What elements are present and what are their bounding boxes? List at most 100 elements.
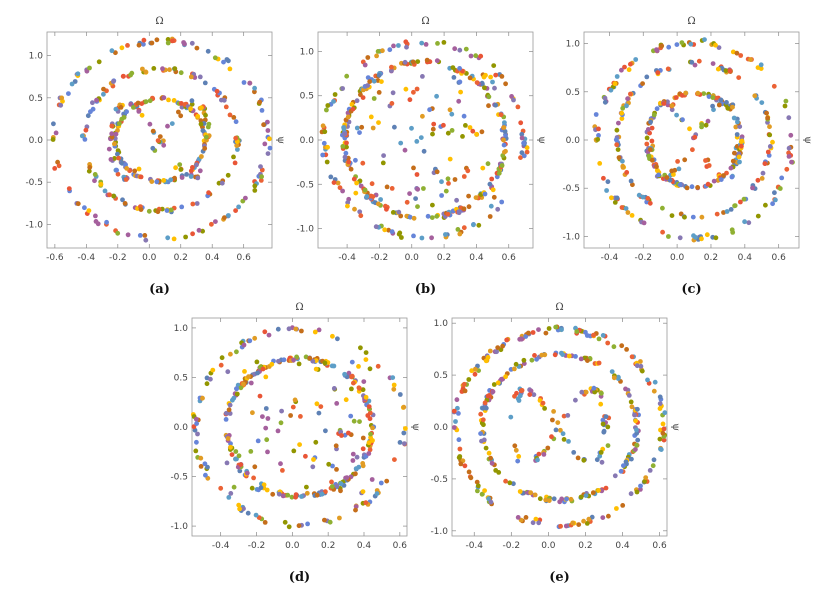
data-point [447,156,453,162]
data-point [628,399,634,405]
data-point [612,200,618,205]
data-point [638,363,644,369]
data-point [348,413,354,419]
data-point [451,75,457,80]
data-point [350,106,356,112]
data-point [620,158,625,164]
data-point [705,181,711,187]
x-tick-label: -0.4 [601,253,619,263]
data-point [551,409,556,414]
data-point [746,220,752,226]
data-point [368,431,373,437]
data-point [337,185,343,191]
top-axis-label: Ω [155,16,163,27]
data-point [288,413,293,418]
data-point [318,404,324,409]
data-point [634,442,640,448]
data-point [234,386,240,391]
data-point [729,174,735,180]
data-point [605,443,611,448]
data-point [257,393,263,399]
y-tick-label: 1.0 [174,324,189,334]
data-point [264,487,270,493]
data-point [371,96,377,101]
data-point [605,340,611,346]
data-point [623,386,628,392]
x-tick-label: 0.6 [237,253,252,263]
scatter-points [319,39,530,241]
scatter-panel-a: -0.6 -0.4 -0.2 0.0 0.2 0.4 0.6 -1.0 -0.5 0.0 0.5 1.… [25,16,286,297]
data-point [257,99,263,105]
data-point [632,412,637,418]
x-tick-label: 0.6 [393,541,408,551]
data-point [518,120,524,126]
data-point [620,105,626,111]
data-point [503,132,508,138]
data-point [234,391,240,397]
data-point [454,197,459,203]
data-point [679,40,685,45]
data-point [445,176,451,182]
data-point [334,467,339,472]
data-point [493,102,498,108]
data-point [701,91,707,96]
data-point [501,125,507,130]
data-point [255,370,260,376]
data-point [228,444,233,450]
data-point [421,186,426,191]
data-point [430,131,435,137]
data-point [728,207,734,212]
data-point [218,362,224,368]
data-point [596,133,601,138]
data-point [755,177,761,183]
data-point [435,41,440,46]
data-point [621,463,626,468]
data-point [552,352,558,358]
data-point [176,109,181,115]
data-point [285,492,291,498]
data-point [641,220,647,226]
data-point [490,389,496,395]
data-point [434,169,440,175]
data-point [517,489,523,494]
data-point [344,144,349,150]
data-point [431,121,437,127]
data-point [710,95,716,100]
data-point [767,124,772,130]
data-point [161,95,167,101]
data-point [669,213,675,219]
data-point [566,353,572,359]
data-point [491,194,497,200]
data-point [602,95,608,101]
data-point [690,147,695,153]
y-tick-label: 0.5 [174,373,188,383]
data-point [338,429,344,435]
data-point [499,199,505,205]
data-point [349,359,355,365]
data-point [206,190,212,196]
data-point [634,489,640,495]
data-point [629,354,635,360]
data-point [200,128,206,134]
data-point [638,487,643,492]
panel-caption: (b) [415,282,436,297]
data-point [200,395,205,401]
data-point [777,186,783,191]
data-point [495,345,501,350]
data-point [598,450,604,455]
data-point [462,388,468,394]
data-point [457,231,463,237]
data-point [84,68,90,74]
data-point [106,146,112,152]
data-point [115,171,121,177]
data-point [184,172,190,177]
data-point [324,159,330,165]
data-point [614,506,619,511]
data-point [376,72,382,78]
data-point [498,112,504,118]
data-point [646,153,652,159]
data-point [783,98,789,104]
data-point [732,150,737,156]
data-point [381,153,386,159]
data-point [136,166,142,172]
